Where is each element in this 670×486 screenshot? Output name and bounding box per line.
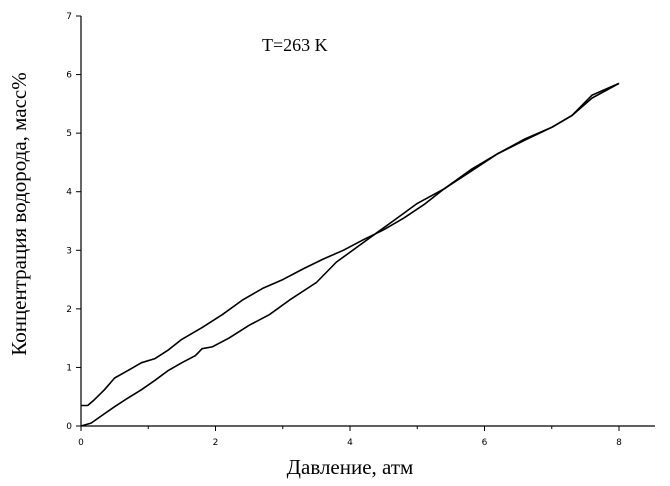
y-tick-label: 4 [66, 188, 72, 198]
y-tick-label: 1 [66, 363, 72, 373]
y-tick-label: 0 [66, 422, 72, 432]
y-axis-title: Концентрация водорода, масс% [7, 72, 31, 356]
y-tick-label: 2 [66, 305, 72, 315]
axes [80, 16, 655, 427]
x-tick-label: 6 [482, 438, 488, 448]
x-tick-label: 2 [213, 438, 219, 448]
y-tick-label: 3 [66, 246, 72, 256]
y-tick-label: 7 [66, 12, 72, 22]
series-line-1 [80, 82, 620, 427]
x-tick-label: 0 [78, 438, 84, 448]
x-axis-title: Давление, атм [287, 455, 414, 479]
series-lines [80, 82, 620, 427]
temperature-annotation: T=263 K [262, 35, 328, 55]
y-tick-label: 5 [66, 129, 72, 139]
x-tick-label: 4 [347, 438, 353, 448]
x-tick-label: 8 [616, 438, 622, 448]
y-tick-label: 6 [66, 71, 72, 81]
ticks: 0 2 4 6 8 0 1 2 3 4 5 6 7 [66, 12, 622, 448]
series-line-2 [81, 82, 620, 407]
